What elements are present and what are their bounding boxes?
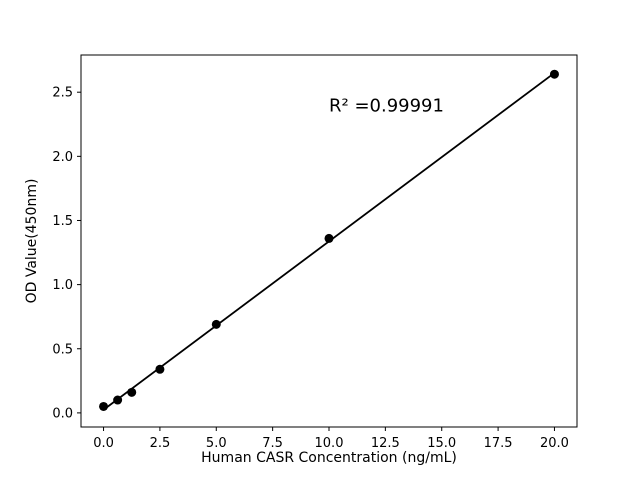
y-axis-label: OD Value(450nm) (24, 179, 40, 304)
data-point (155, 364, 165, 374)
data-point (549, 69, 559, 79)
x-tick-label: 0.0 (93, 436, 114, 451)
y-tick-label: 1.5 (52, 214, 73, 229)
y-tick-label: 1.0 (52, 278, 73, 293)
y-tick-label: 0.5 (52, 342, 73, 357)
x-tick-label: 10.0 (315, 436, 344, 451)
x-tick-label: 7.5 (262, 436, 283, 451)
x-tick-label: 2.5 (150, 436, 171, 451)
y-tick-label: 2.5 (52, 86, 73, 101)
x-tick-label: 15.0 (427, 436, 456, 451)
data-point (113, 395, 123, 405)
y-tick-label: 2.0 (52, 150, 73, 165)
data-point (127, 387, 137, 397)
x-tick-label: 17.5 (484, 436, 513, 451)
data-point (324, 233, 334, 243)
data-point (211, 319, 221, 329)
x-tick-label: 12.5 (371, 436, 400, 451)
r-squared-annotation: R² =0.99991 (329, 95, 444, 116)
x-tick-label: 20.0 (540, 436, 569, 451)
x-axis-label: Human CASR Concentration (ng/mL) (201, 450, 457, 466)
data-point (99, 401, 109, 411)
x-tick-label: 5.0 (206, 436, 227, 451)
y-tick-label: 0.0 (52, 406, 73, 421)
